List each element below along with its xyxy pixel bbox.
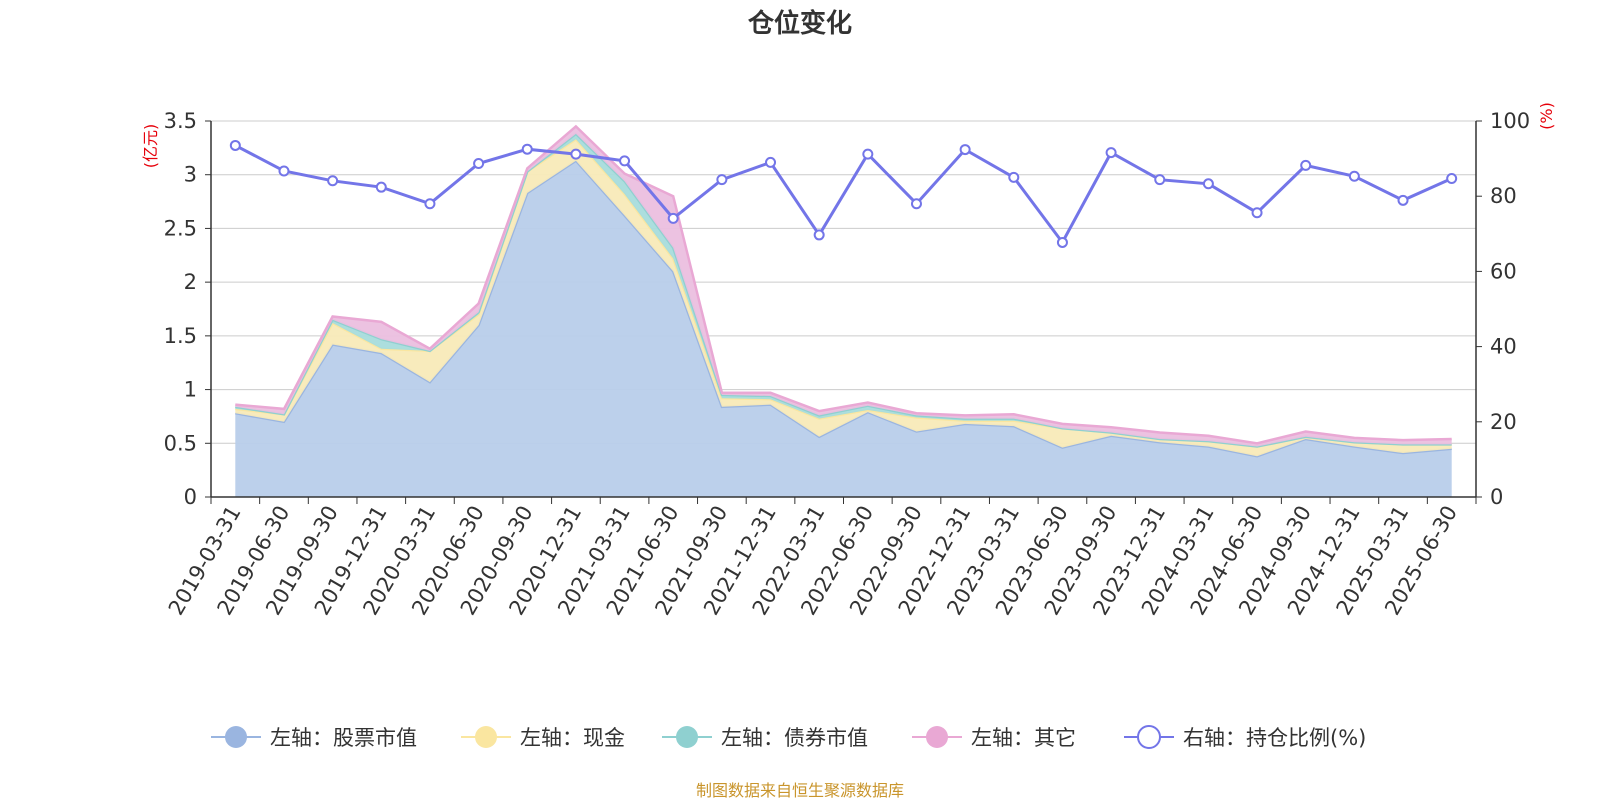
area-左轴：股票市值 — [235, 160, 1452, 497]
left-tick-label: 1.5 — [164, 324, 197, 348]
right-tick-label: 20 — [1490, 410, 1517, 434]
ratio-point — [473, 157, 485, 169]
legend-marker — [225, 726, 247, 748]
ratio-point — [1397, 194, 1409, 206]
left-axis-ticks: 0 0.5 1 1.5 2 2.5 3 3.5 — [164, 109, 211, 509]
legend: 左轴：股票市值 左轴：现金 左轴：债券市值 左轴：其它 右轴：持仓比例(%) — [211, 725, 1366, 750]
ratio-point — [570, 148, 582, 160]
ratio-point — [765, 156, 777, 168]
ratio-line — [234, 144, 1453, 246]
chart-title: 仓位变化 — [747, 8, 852, 39]
ratio-point — [1446, 173, 1458, 185]
ratio-point — [278, 165, 290, 177]
ratio-point — [1251, 207, 1263, 219]
ratio-point — [424, 198, 436, 210]
ratio-point — [1056, 236, 1068, 248]
ratio-point — [910, 198, 922, 210]
ratio-point — [959, 144, 971, 156]
area-series — [235, 124, 1452, 497]
legend-marker — [926, 726, 948, 748]
legend-label: 左轴：现金 — [520, 726, 625, 750]
ratio-point — [375, 181, 387, 193]
ratio-point — [327, 175, 339, 187]
left-axis-unit: (亿元) — [141, 124, 160, 169]
ratio-point — [667, 212, 679, 224]
left-tick-label: 1 — [184, 378, 197, 402]
left-tick-label: 0 — [184, 485, 197, 509]
ratio-point — [521, 143, 533, 155]
right-tick-label: 60 — [1490, 259, 1517, 283]
right-tick-label: 0 — [1490, 485, 1503, 509]
right-tick-label: 100 — [1490, 109, 1530, 133]
ratio-point — [229, 139, 241, 151]
ratio-point — [1348, 170, 1360, 182]
ratio-point — [1105, 147, 1117, 159]
right-tick-label: 80 — [1490, 184, 1517, 208]
ratio-point — [1008, 171, 1020, 183]
left-tick-label: 0.5 — [164, 431, 197, 455]
left-tick-label: 2 — [184, 270, 197, 294]
ratio-point — [1202, 178, 1214, 190]
legend-label: 左轴：股票市值 — [270, 726, 417, 750]
legend-label: 右轴：持仓比例(%) — [1183, 726, 1366, 750]
data-source-note: 制图数据来自恒生聚源数据库 — [696, 781, 904, 800]
area-edge-左轴：其它 — [235, 124, 1452, 445]
legend-marker — [676, 726, 698, 748]
x-axis-ticks: 2019-03-312019-06-302019-09-302019-12-31… — [164, 497, 1477, 619]
legend-marker — [1137, 725, 1161, 749]
right-tick-label: 40 — [1490, 335, 1517, 359]
ratio-point — [619, 155, 631, 167]
legend-label: 左轴：债券市值 — [721, 726, 868, 750]
ratio-point — [862, 148, 874, 160]
left-tick-label: 3.5 — [164, 109, 197, 133]
ratio-point — [813, 229, 825, 241]
right-axis-ticks: 0 20 40 60 80 100 — [1476, 109, 1530, 509]
left-tick-label: 2.5 — [164, 216, 197, 240]
ratio-point — [1154, 174, 1166, 186]
legend-label: 左轴：其它 — [971, 726, 1076, 750]
right-axis-unit: (%) — [1537, 102, 1556, 130]
legend-marker — [475, 726, 497, 748]
ratio-point — [716, 174, 728, 186]
left-tick-label: 3 — [184, 163, 197, 187]
ratio-line-series — [229, 139, 1458, 248]
ratio-point — [1300, 159, 1312, 171]
